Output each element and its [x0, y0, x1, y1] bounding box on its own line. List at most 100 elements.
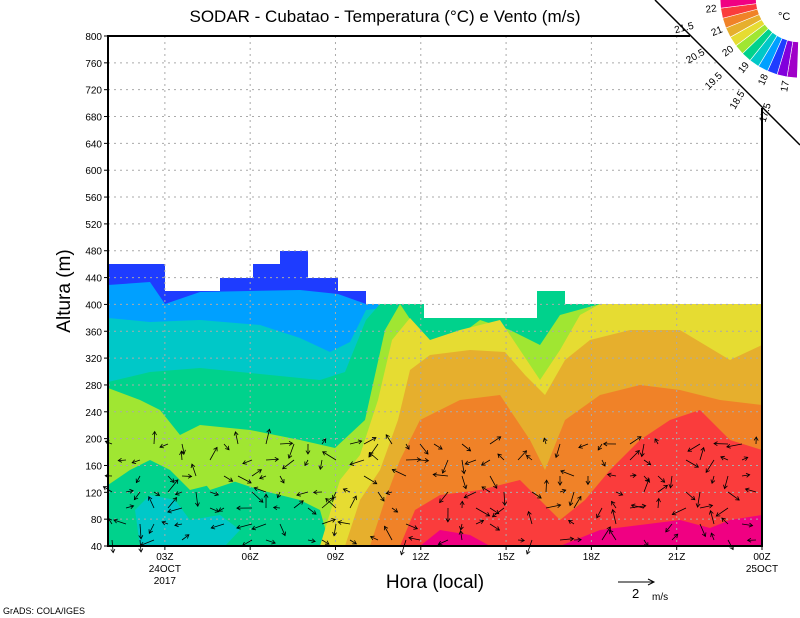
wind-arrow: [596, 507, 603, 519]
wind-arrow: [753, 436, 759, 445]
wind-arrow: [545, 503, 562, 509]
wind-arrow: [461, 475, 468, 490]
chart-title: SODAR - Cubatao - Temperatura (°C) e Ven…: [189, 7, 580, 26]
wind-arrow: [441, 459, 449, 474]
wind-arrow: [687, 443, 701, 452]
wind-arrow: [671, 533, 679, 541]
footer-credit: GrADS: COLA/IGES: [3, 606, 85, 616]
wind-arrow: [181, 534, 190, 541]
wind-arrow: [349, 495, 357, 509]
wind-arrow: [147, 495, 155, 509]
y-tick-label: 400: [85, 300, 102, 311]
wind-arrow: [312, 489, 323, 495]
temperature-field: [108, 251, 762, 546]
wind-arrow: [710, 532, 715, 541]
x-tick-date: 25OCT: [746, 564, 778, 575]
wind-arrow: [573, 495, 582, 509]
wind-arrow: [489, 436, 502, 445]
wind-arrow: [573, 537, 582, 543]
wind-arrow: [305, 443, 311, 455]
colorbar-label: 22: [705, 3, 718, 15]
wind-arrow: [167, 507, 183, 514]
wind-arrow: [223, 475, 234, 482]
wind-arrow: [459, 500, 465, 509]
wind-arrow: [559, 488, 567, 494]
x-tick-label: 12Z: [412, 552, 429, 563]
wind-arrow: [629, 450, 640, 461]
wind-arrow: [181, 443, 186, 455]
wind-arrow: [251, 523, 267, 531]
wind-arrow: [685, 491, 696, 501]
wind-arrow: [131, 459, 141, 464]
wind-arrow: [349, 539, 357, 545]
colorbar-swatch: [719, 0, 757, 9]
wind-arrow: [307, 538, 316, 544]
wind-arrow: [265, 457, 280, 462]
wind-arrow: [461, 443, 472, 452]
y-tick-label: 240: [85, 408, 102, 419]
wind-arrow: [601, 459, 606, 467]
wind-arrow: [133, 491, 141, 501]
wind-arrow: [276, 491, 282, 499]
y-tick-label: 640: [85, 139, 102, 150]
wind-arrow: [331, 491, 337, 500]
wind-arrow: [419, 443, 429, 455]
wind-arrow: [287, 443, 295, 459]
wind-arrow: [391, 507, 399, 513]
wind-arrow: [746, 537, 757, 543]
wind-arrow: [654, 438, 659, 445]
wind-arrow: [525, 454, 533, 461]
colorbar-label: 17: [779, 80, 792, 93]
wind-arrow: [585, 475, 591, 486]
wind-arrow: [489, 523, 501, 531]
wind-arrow: [237, 475, 252, 484]
y-tick-label: 600: [85, 166, 102, 177]
colorbar-label: 20.5: [685, 47, 708, 66]
contour-19-pocket: [135, 495, 240, 546]
wind-arrow: [629, 473, 637, 479]
wind-arrow: [279, 441, 294, 446]
x-tick-date: 24OCT: [149, 564, 181, 575]
wind-arrow: [741, 456, 749, 461]
vector-scale-value: 2: [632, 586, 639, 601]
y-tick-label: 360: [85, 327, 102, 338]
wind-arrow: [159, 443, 169, 449]
wind-arrow: [723, 475, 729, 490]
wind-arrow: [209, 446, 218, 461]
wind-vectors: [102, 428, 759, 556]
x-tick-year: 2017: [154, 576, 177, 587]
y-tick-label: 520: [85, 220, 102, 231]
wind-arrow: [342, 488, 351, 493]
wind-arrow: [458, 530, 464, 541]
colorbar-label: 21.5: [673, 21, 695, 37]
wind-arrow: [554, 443, 561, 459]
wind-arrow: [190, 463, 197, 477]
wind-arrow: [167, 479, 179, 493]
x-axis-label: Hora (local): [386, 572, 484, 593]
wind-arrow: [369, 535, 379, 541]
wind-arrow: [715, 507, 729, 517]
wind-arrow: [491, 507, 505, 518]
wind-arrow: [639, 443, 645, 458]
wind-arrow: [125, 504, 135, 510]
y-tick-label: 200: [85, 435, 102, 446]
wind-arrow: [439, 491, 449, 504]
wind-arrow: [741, 522, 754, 528]
wind-arrow: [559, 536, 575, 542]
y-tick-label: 800: [85, 32, 102, 43]
wind-arrow: [713, 441, 729, 447]
x-tick-label: 18Z: [583, 552, 600, 563]
wind-arrow: [695, 491, 701, 508]
wind-arrow: [383, 525, 393, 541]
wind-arrow: [481, 486, 491, 493]
colorbar-label: 18: [756, 72, 771, 87]
colorbar-label: 21: [710, 24, 725, 39]
colorbar-label: 18.5: [728, 89, 748, 112]
wind-arrow: [657, 484, 669, 493]
wind-arrow: [615, 491, 624, 496]
wind-arrow: [685, 459, 700, 468]
wind-arrow: [148, 523, 155, 534]
colorbar-label: 17.5: [758, 101, 774, 123]
vector-scale-unit: m/s: [652, 592, 668, 603]
